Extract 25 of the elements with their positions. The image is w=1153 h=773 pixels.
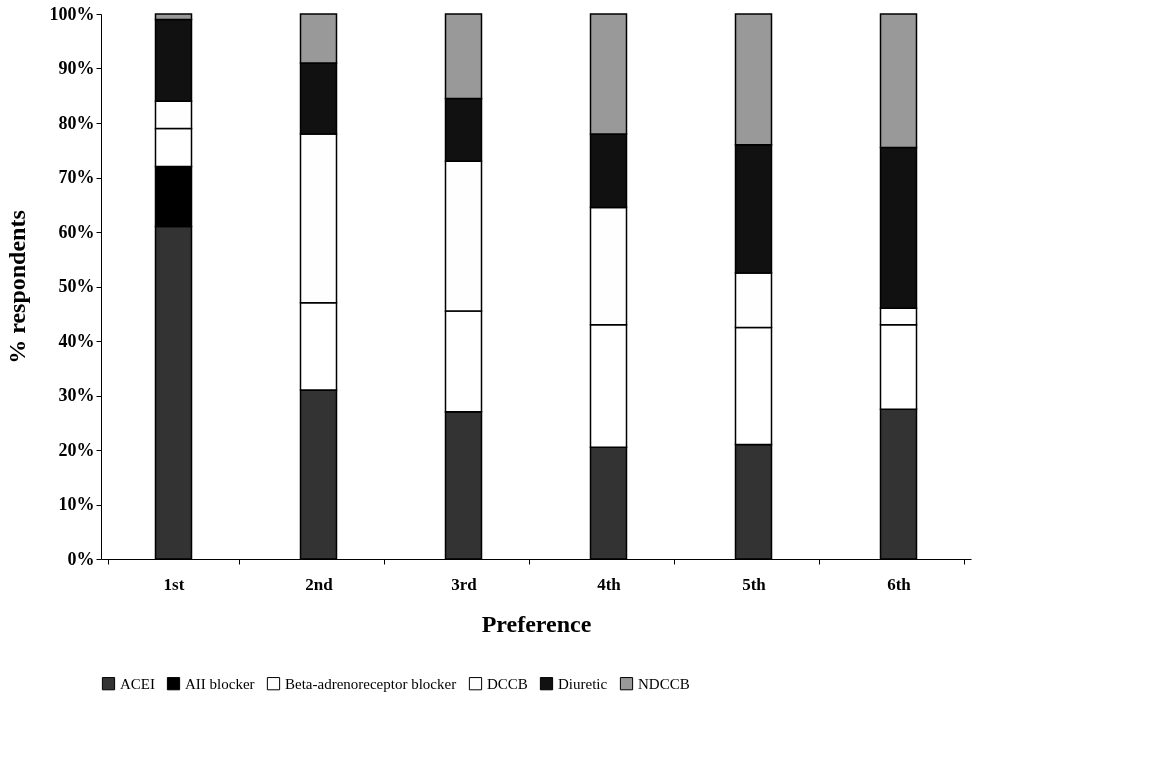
legend-label: AII blocker <box>185 675 255 692</box>
y-tick-label: 50% <box>58 276 95 296</box>
y-tick-label: 10% <box>58 494 95 514</box>
y-axis-title: % respondents <box>3 210 30 364</box>
legend-label: Diuretic <box>558 675 608 692</box>
y-tick-label: 20% <box>58 439 95 460</box>
legend-label: NDCCB <box>638 675 690 692</box>
y-tick-label: 80% <box>58 112 95 133</box>
y-tick-label: 0% <box>67 548 95 569</box>
y-tick-label: 60% <box>58 221 95 242</box>
y-tick-label: 90% <box>58 58 95 78</box>
x-tick-label: 2nd <box>305 574 334 594</box>
legend-label: ACEI <box>120 675 155 692</box>
x-tick-label: 1st <box>163 574 185 594</box>
x-axis-title: Preference <box>481 610 592 637</box>
y-tick-label: 40% <box>58 330 95 351</box>
x-tick-label: 6th <box>887 574 912 594</box>
x-tick-label: 4th <box>597 574 622 594</box>
y-tick-label: 30% <box>58 385 95 405</box>
legend-label: Beta-adrenoreceptor blocker <box>285 675 457 692</box>
y-tick-label: 70% <box>58 167 95 187</box>
legend-label: DCCB <box>487 675 528 692</box>
x-tick-label: 3rd <box>451 574 478 594</box>
y-tick-label: 100% <box>49 3 95 24</box>
x-tick-label: 5th <box>742 574 767 594</box>
